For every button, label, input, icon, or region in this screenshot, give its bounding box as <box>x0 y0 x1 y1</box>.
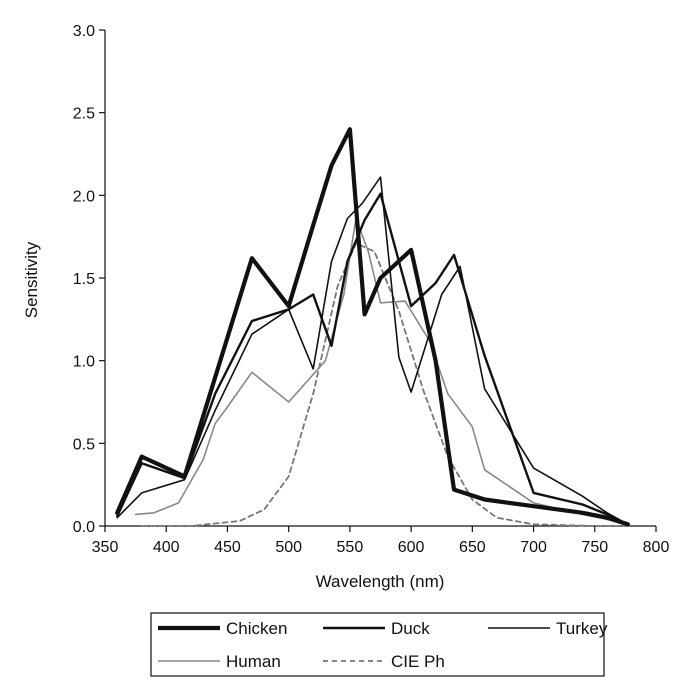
x-tick-label: 450 <box>214 539 241 556</box>
legend-box <box>150 612 605 677</box>
y-tick-label: 0.5 <box>73 436 95 453</box>
series-line-turkey <box>116 176 629 526</box>
y-axis-label: Sensitivity <box>22 241 41 318</box>
x-tick-label: 550 <box>337 539 364 556</box>
x-tick-label: 800 <box>643 539 670 556</box>
series-line-chicken <box>115 127 630 527</box>
x-tick-label: 700 <box>520 539 547 556</box>
y-tick-label: 2.0 <box>73 188 95 205</box>
y-tick-label: 1.5 <box>73 271 95 288</box>
y-tick-label: 2.5 <box>73 106 95 123</box>
legend-label-cie-ph: CIE Ph <box>391 652 445 671</box>
y-tick-label: 0.0 <box>73 519 95 536</box>
legend-label-turkey: Turkey <box>556 619 608 638</box>
x-tick-label: 350 <box>92 539 119 556</box>
x-axis-label: Wavelength (nm) <box>316 572 445 591</box>
series-line-cie-ph <box>140 242 629 527</box>
series-line-duck <box>115 192 629 526</box>
legend-label-chicken: Chicken <box>226 619 287 638</box>
series-line-human <box>134 217 629 526</box>
legend: Chicken Duck Turkey Human CIE Ph <box>150 612 608 677</box>
y-tick-label: 3.0 <box>73 23 95 40</box>
x-tick-label: 750 <box>581 539 608 556</box>
x-tick-label: 400 <box>153 539 180 556</box>
y-tick-label: 1.0 <box>73 354 95 371</box>
series-layer <box>115 127 630 527</box>
legend-label-duck: Duck <box>391 619 430 638</box>
legend-label-human: Human <box>226 652 281 671</box>
x-tick-label: 500 <box>275 539 302 556</box>
x-tick-label: 600 <box>398 539 425 556</box>
x-tick-label: 650 <box>459 539 486 556</box>
axes: 350 400 450 500 550 600 650 700 750 800 0.0 0.5 1.0 1… <box>73 23 670 556</box>
